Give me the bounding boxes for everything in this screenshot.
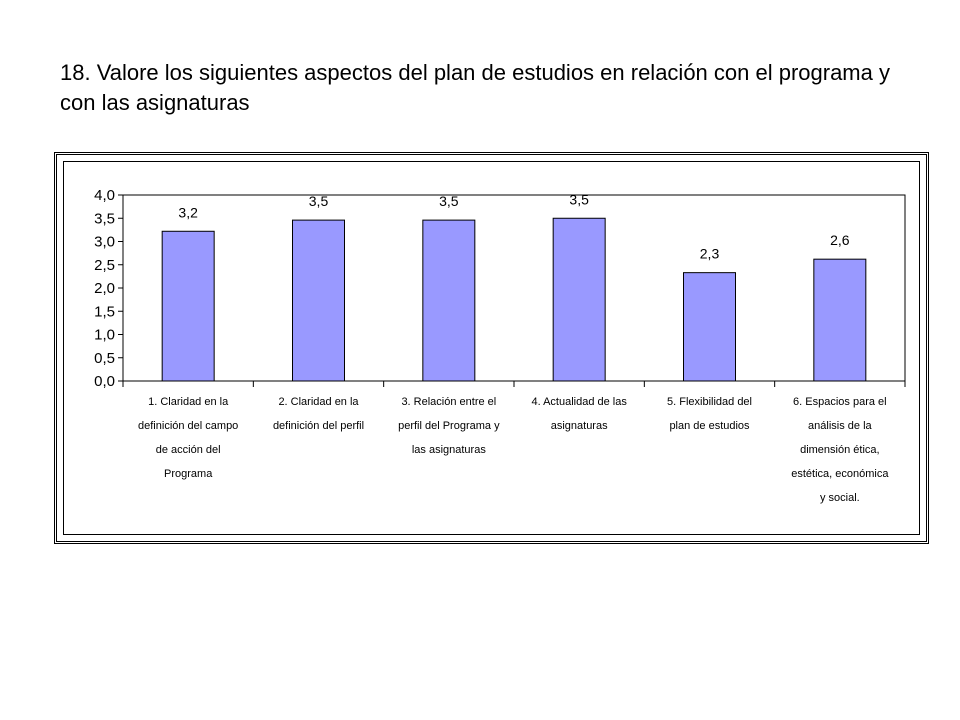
chart-inner-border [63,161,920,535]
y-tick-label: 0,5 [94,350,115,367]
data-label: 3,5 [439,193,459,209]
x-tick-label: 5. Flexibilidad del [667,396,752,408]
x-tick-label: 4. Actualidad de las [531,396,627,408]
data-label: 2,3 [700,246,720,262]
x-tick-label: definición del perfil [273,420,364,432]
y-tick-label: 2,0 [94,280,115,297]
x-tick-label: 3. Relación entre el [401,396,496,408]
x-tick-label: 6. Espacios para el [793,396,887,408]
x-tick-label: de acción del [156,444,221,456]
y-tick-label: 4,0 [94,187,115,204]
x-tick-label: Programa [164,468,213,480]
x-tick-label: 2. Claridad en la [278,396,359,408]
y-tick-label: 1,0 [94,327,115,344]
data-label: 3,5 [309,193,329,209]
bar [422,219,476,382]
data-label: 3,5 [569,191,589,207]
y-tick-label: 2,5 [94,257,115,274]
x-tick-label: definición del campo [138,420,238,432]
x-tick-label: dimensión ética, [800,444,880,456]
y-tick-label: 0,0 [94,373,115,390]
x-tick-label: las asignaturas [412,444,486,456]
bar [292,219,345,382]
x-tick-label: plan de estudios [669,420,750,432]
x-tick-label: análisis de la [808,420,872,432]
x-tick-label: asignaturas [551,420,608,432]
bar [552,217,606,382]
y-tick-label: 3,5 [94,210,115,227]
chart-frame: 0,0 0,5 1,0 1,5 2,0 2,5 3,0 3,5 4,0 3,2 1. Clarida… [54,152,929,544]
slide-title: 18. Valore los siguientes aspectos del p… [60,60,890,115]
bar [813,258,867,382]
plot-area [122,194,906,382]
bar [161,230,215,382]
y-tick-label: 1,5 [94,303,115,320]
x-tick-label: y social. [820,492,860,504]
y-tick-label: 3,0 [94,234,115,251]
x-tick-label: estética, económica [791,468,889,480]
bar-chart: 0,0 0,5 1,0 1,5 2,0 2,5 3,0 3,5 4,0 3,2 1. Clarida… [94,187,906,504]
data-label: 3,2 [178,204,198,220]
data-label: 2,6 [830,232,850,248]
x-tick-label: 1. Claridad en la [148,396,229,408]
x-tick-label: perfil del Programa y [398,420,500,432]
bar [683,272,736,382]
